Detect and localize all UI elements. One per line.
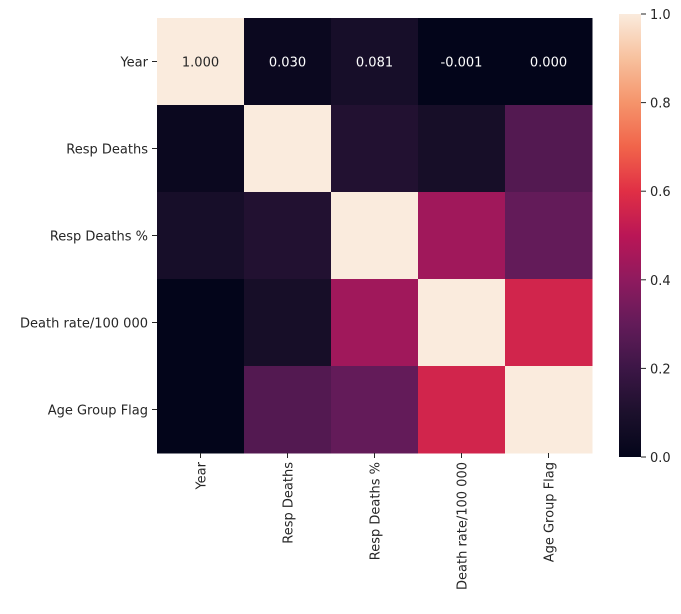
colorbar-tick-label: 0.4 [650,274,671,289]
heatmap-cell [331,279,419,367]
y-tick-label: Age Group Flag [48,404,148,419]
colorbar-gradient [619,14,641,457]
x-tick-label: Resp Deaths [282,462,297,544]
x-tick-label: Year [195,461,210,490]
cell-annotation: 0.000 [530,56,567,71]
heatmap-cell [244,279,332,367]
colorbar-tick-label: 0.8 [650,97,671,112]
y-tick-label: Death rate/100 000 [20,317,148,332]
heatmap-cell [505,192,593,280]
colorbar: 0.0 0.2 0.4 0.6 0.8 1.0 [619,8,671,466]
heatmap-cell [244,105,332,193]
heatmap-cell [418,279,506,367]
heatmap-cell [157,279,245,367]
x-tick-label: Age Group Flag [543,462,558,562]
heatmap-cell [244,366,332,454]
colorbar-tick-label: 0.6 [650,185,671,200]
heatmap-cell [418,366,506,454]
heatmap-cell [331,18,419,106]
cell-annotations: 1.000 0.030 0.081 -0.001 0.000 [182,56,567,71]
y-tick-label: Year [119,56,148,71]
heatmap-cell [331,105,419,193]
heatmap-cell [244,18,332,106]
heatmap-cell [157,366,245,454]
x-tick-label: Resp Deaths % [369,462,384,560]
colorbar-tick-label: 0.0 [650,451,671,466]
cell-annotation: 0.030 [269,56,306,71]
heatmap-cell [157,192,245,280]
heatmap-cell [157,105,245,193]
colorbar-tick-label: 1.0 [650,8,671,23]
heatmap-cell [505,18,593,106]
y-tick-label: Resp Deaths % [50,230,148,245]
heatmap-cell [331,366,419,454]
x-axis: Year Resp Deaths Resp Deaths % Death rate/1… [195,453,558,590]
x-tick-label: Death rate/100 000 [456,462,471,590]
y-axis: Year Resp Deaths Resp Deaths % Death rate/1… [20,56,157,419]
colorbar-tick-label: 0.2 [650,362,671,377]
heatmap-cell [157,18,245,106]
y-tick-label: Resp Deaths [66,143,148,158]
heatmap-cell [418,105,506,193]
heatmap-cell [505,279,593,367]
cell-annotation: 1.000 [182,56,219,71]
heatmap-cell [505,105,593,193]
heatmap-cells [157,18,593,454]
heatmap-cell [505,366,593,454]
heatmap-cell [418,18,506,106]
cell-annotation: 0.081 [356,56,393,71]
heatmap-cell [244,192,332,280]
heatmap-cell [418,192,506,280]
cell-annotation: -0.001 [441,56,483,71]
heatmap-cell [331,192,419,280]
